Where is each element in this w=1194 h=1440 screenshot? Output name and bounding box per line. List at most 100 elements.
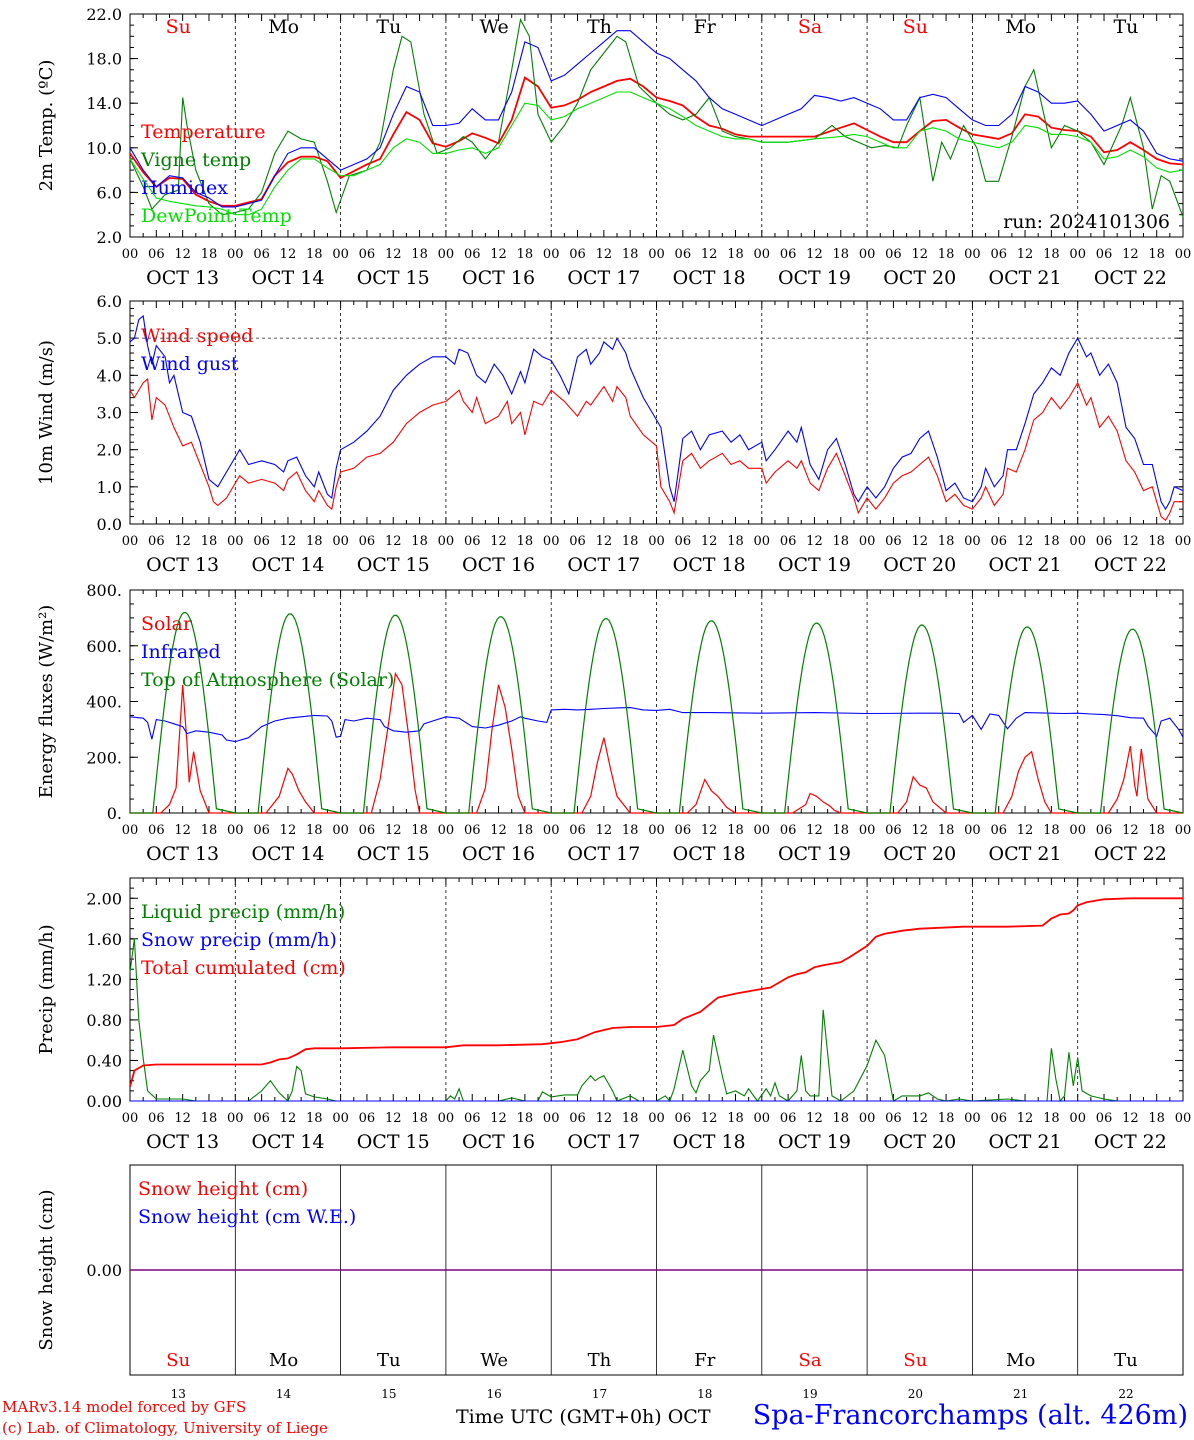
hour-tick-label: 06 xyxy=(253,534,270,549)
hour-tick-label: 18 xyxy=(306,247,323,262)
hour-tick-label: 06 xyxy=(569,1111,586,1126)
hour-tick-label: 12 xyxy=(280,823,297,838)
hour-tick-label: 00 xyxy=(648,1111,665,1126)
legend-entry: Wind gust xyxy=(141,353,239,375)
hour-tick-label: 00 xyxy=(1175,1111,1192,1126)
hour-tick-label: 06 xyxy=(569,534,586,549)
hour-tick-label: 18 xyxy=(727,534,744,549)
date-label: OCT 17 xyxy=(567,843,640,865)
hour-tick-label: 18 xyxy=(622,823,639,838)
hour-tick-label: 06 xyxy=(675,247,692,262)
series-day-curve xyxy=(1077,628,1184,814)
hour-tick-label: 06 xyxy=(253,1111,270,1126)
hour-tick-label: 12 xyxy=(174,534,191,549)
hour-tick-label: 12 xyxy=(596,1111,613,1126)
legend-entry: Solar xyxy=(141,613,193,635)
hour-tick-label: 00 xyxy=(1069,823,1086,838)
hour-tick-label: 00 xyxy=(754,534,771,549)
hour-tick-label: 00 xyxy=(122,1111,139,1126)
legend-entry: Humidex xyxy=(141,177,228,199)
hour-tick-label: 18 xyxy=(1148,823,1165,838)
weekday-label-bottom: Tu xyxy=(377,1350,401,1371)
weekday-label-bottom: Su xyxy=(903,1350,927,1371)
y-tick-label: 0.0 xyxy=(97,515,122,534)
hour-tick-label: 12 xyxy=(911,1111,928,1126)
y-tick-label: 200. xyxy=(86,748,122,767)
series-day-curve xyxy=(972,750,1078,814)
hour-tick-label: 06 xyxy=(464,823,481,838)
hour-tick-label: 00 xyxy=(964,247,981,262)
hour-tick-label: 12 xyxy=(280,1111,297,1126)
hour-tick-label: 18 xyxy=(201,823,218,838)
date-label: OCT 19 xyxy=(778,554,851,576)
date-label: OCT 14 xyxy=(251,267,324,289)
date-label: OCT 13 xyxy=(146,554,219,576)
day-number-label: 18 xyxy=(697,1387,712,1401)
hour-tick-label: 00 xyxy=(227,247,244,262)
hour-tick-label: 06 xyxy=(675,1111,692,1126)
y-tick-label: 0.00 xyxy=(86,1261,122,1280)
series-day-curve xyxy=(761,622,868,814)
hour-tick-label: 12 xyxy=(280,247,297,262)
legend-entry: Temperature xyxy=(141,121,265,143)
weekday-label-top: Mo xyxy=(1005,16,1036,38)
y-axis-title: Precip (mm/h) xyxy=(36,924,57,1054)
legend-entry: Total cumulated (cm) xyxy=(141,957,346,979)
hour-tick-label: 12 xyxy=(1017,1111,1034,1126)
hour-tick-label: 00 xyxy=(438,1111,455,1126)
y-tick-label: 6.0 xyxy=(97,183,122,202)
y-tick-label: 6.0 xyxy=(97,292,122,311)
hour-tick-label: 12 xyxy=(701,247,718,262)
hour-tick-label: 12 xyxy=(174,1111,191,1126)
y-tick-label: 0. xyxy=(107,804,122,823)
hour-tick-label: 18 xyxy=(411,1111,428,1126)
hour-tick-label: 00 xyxy=(332,534,349,549)
y-tick-label: 4.0 xyxy=(97,366,122,385)
hour-tick-label: 00 xyxy=(543,1111,560,1126)
day-number-label: 22 xyxy=(1118,1387,1133,1401)
hour-tick-label: 00 xyxy=(648,247,665,262)
hour-tick-label: 18 xyxy=(306,1111,323,1126)
date-label: OCT 17 xyxy=(567,267,640,289)
hour-tick-label: 12 xyxy=(1017,534,1034,549)
hour-tick-label: 18 xyxy=(306,534,323,549)
weekday-label-bottom: Sa xyxy=(799,1350,822,1371)
date-label: OCT 22 xyxy=(1094,554,1167,576)
hour-tick-label: 06 xyxy=(359,534,376,549)
hour-tick-label: 18 xyxy=(201,1111,218,1126)
hour-tick-label: 00 xyxy=(754,247,771,262)
date-label: OCT 22 xyxy=(1094,1131,1167,1153)
hour-tick-label: 12 xyxy=(806,534,823,549)
date-label: OCT 14 xyxy=(251,843,324,865)
date-label: OCT 20 xyxy=(883,554,956,576)
hour-tick-label: 18 xyxy=(833,1111,850,1126)
series-line xyxy=(129,938,1183,1103)
hour-tick-label: 06 xyxy=(1096,1111,1113,1126)
hour-tick-label: 12 xyxy=(1017,247,1034,262)
y-tick-label: 0.00 xyxy=(86,1092,122,1111)
date-label: OCT 15 xyxy=(357,1131,430,1153)
hour-tick-label: 18 xyxy=(938,1111,955,1126)
weekday-label-bottom: Fr xyxy=(694,1350,715,1371)
day-number-label: 17 xyxy=(592,1387,607,1401)
legend-entry: Top of Atmosphere (Solar) xyxy=(141,669,394,691)
hour-tick-label: 00 xyxy=(122,534,139,549)
y-tick-label: 2.0 xyxy=(97,228,122,247)
hour-tick-label: 00 xyxy=(859,247,876,262)
date-label: OCT 19 xyxy=(778,1131,851,1153)
hour-tick-label: 00 xyxy=(1069,247,1086,262)
date-label: OCT 13 xyxy=(146,843,219,865)
date-label: OCT 15 xyxy=(357,843,430,865)
y-axis-title: 10m Wind (m/s) xyxy=(36,340,57,485)
hour-tick-label: 18 xyxy=(1043,1111,1060,1126)
weekday-label-top: Th xyxy=(587,16,612,38)
hour-tick-label: 12 xyxy=(174,247,191,262)
hour-tick-label: 12 xyxy=(806,1111,823,1126)
hour-tick-label: 12 xyxy=(1122,1111,1139,1126)
hour-tick-label: 06 xyxy=(675,534,692,549)
hour-tick-label: 06 xyxy=(148,1111,165,1126)
hour-tick-label: 12 xyxy=(1017,823,1034,838)
date-label: OCT 18 xyxy=(673,554,746,576)
hour-tick-label: 12 xyxy=(701,1111,718,1126)
hour-tick-label: 06 xyxy=(1096,823,1113,838)
